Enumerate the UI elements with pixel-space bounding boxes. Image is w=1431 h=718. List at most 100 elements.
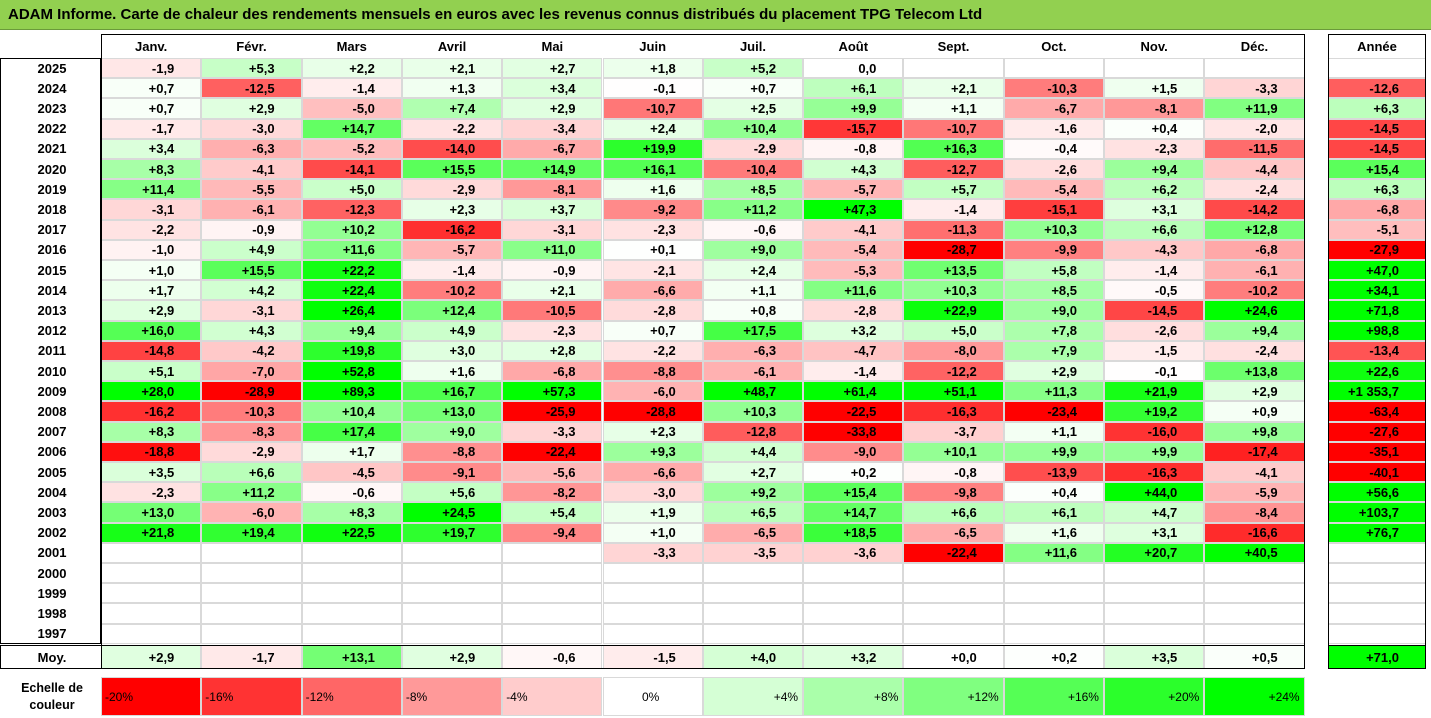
- heatmap-cell: +5,1: [101, 361, 202, 382]
- heatmap-cell: +17,5: [702, 320, 804, 341]
- heatmap-cell: -12,5: [201, 78, 302, 99]
- heatmap-cell: -1,6: [1003, 118, 1104, 139]
- average-cell: +2,9: [101, 645, 202, 669]
- heatmap-cell: -4,1: [201, 159, 302, 180]
- heatmap-cell: -9,2: [602, 199, 703, 220]
- heatmap-cell: +10,3: [702, 401, 804, 422]
- heatmap-cell: +1,7: [301, 441, 402, 462]
- heatmap-cell: [702, 623, 804, 644]
- heatmap-cell: +15,4: [803, 482, 904, 503]
- heatmap-cell: -5,2: [301, 138, 402, 159]
- heatmap-cell: [903, 603, 1004, 624]
- scale-label: Echelle de couleur: [21, 680, 83, 712]
- heatmap-cell: -14,1: [301, 159, 402, 180]
- heatmap-cell: +4,7: [1104, 502, 1205, 523]
- heatmap-cell: [301, 603, 402, 624]
- heatmap-cell: -16,0: [1104, 421, 1205, 442]
- heatmap-cell: [803, 623, 904, 644]
- annual-cell: -14,5: [1328, 118, 1426, 139]
- year-label: 2023: [37, 100, 67, 116]
- heatmap-cell: +1,0: [602, 522, 703, 543]
- heatmap-cell: -1,0: [101, 239, 202, 260]
- heatmap-cell: -0,4: [1003, 138, 1104, 159]
- heatmap-cell: -8,1: [502, 179, 603, 200]
- heatmap-cell: +2,7: [702, 462, 804, 483]
- heatmap-cell: [1104, 58, 1205, 79]
- heatmap-cell: +12,4: [401, 300, 503, 321]
- heatmap-cell: [401, 542, 503, 563]
- month-header: Sept.: [937, 38, 970, 54]
- heatmap-cell: -5,5: [201, 179, 302, 200]
- average-cell: -1,5: [602, 645, 703, 669]
- heatmap-cell: +0,7: [702, 78, 804, 99]
- heatmap-cell: -1,4: [401, 260, 503, 281]
- heatmap-cell: +11,6: [1003, 542, 1104, 563]
- annual-cell: +76,7: [1328, 522, 1426, 543]
- heatmap-cell: +11,4: [101, 179, 202, 200]
- heatmap-cell: -3,6: [803, 542, 904, 563]
- heatmap-cell: [1104, 603, 1205, 624]
- month-header: Mai: [541, 38, 564, 54]
- heatmap-cell: -3,0: [602, 482, 703, 503]
- heatmap-cell: +11,2: [201, 482, 302, 503]
- heatmap-cell: -12,8: [702, 421, 804, 442]
- heatmap-cell: -4,1: [1204, 462, 1305, 483]
- average-cell: +2,9: [401, 645, 503, 669]
- heatmap-cell: [101, 542, 202, 563]
- heatmap-cell: [803, 563, 904, 584]
- heatmap-cell: -28,7: [903, 239, 1004, 260]
- scale-swatch: +12%: [903, 677, 1004, 716]
- year-label: 2017: [37, 222, 67, 238]
- heatmap-cell: [502, 563, 603, 584]
- heatmap-cell: +9,9: [1003, 441, 1104, 462]
- heatmap-cell: -0,5: [1104, 280, 1205, 301]
- average-cell: +3,5: [1104, 645, 1205, 669]
- heatmap-cell: -0,1: [1104, 361, 1205, 382]
- heatmap-cell: +2,9: [101, 300, 202, 321]
- heatmap-cell: -6,1: [1204, 260, 1305, 281]
- year-label: 2020: [37, 161, 67, 177]
- heatmap-cell: +22,9: [903, 300, 1004, 321]
- heatmap-cell: +2,4: [602, 118, 703, 139]
- heatmap-cell: -2,3: [101, 482, 202, 503]
- heatmap-cell: [1204, 58, 1305, 79]
- heatmap-cell: [1204, 623, 1305, 644]
- scale-swatch: -12%: [301, 677, 402, 716]
- heatmap-cell: +6,6: [201, 462, 302, 483]
- heatmap-cell: [1204, 583, 1305, 604]
- heatmap-cell: +2,5: [702, 98, 804, 119]
- heatmap-cell: -6,7: [502, 138, 603, 159]
- heatmap-cell: +14,7: [301, 118, 402, 139]
- heatmap-cell: +8,3: [101, 159, 202, 180]
- heatmap-cell: [903, 58, 1004, 79]
- heatmap-cell: -1,4: [903, 199, 1004, 220]
- year-label: 2021: [37, 141, 67, 157]
- average-cell: +0,2: [1003, 645, 1104, 669]
- heatmap-cell: +7,4: [401, 98, 503, 119]
- heatmap-cell: -18,8: [101, 441, 202, 462]
- heatmap-cell: +40,5: [1204, 542, 1305, 563]
- heatmap-cell: +3,4: [101, 138, 202, 159]
- heatmap-cell: -9,9: [1003, 239, 1104, 260]
- heatmap-cell: -6,6: [602, 280, 703, 301]
- heatmap-cell: -10,7: [602, 98, 703, 119]
- heatmap-cell: -3,1: [101, 199, 202, 220]
- heatmap-cell: +0,1: [602, 239, 703, 260]
- heatmap-cell: [401, 583, 503, 604]
- heatmap-cell: -2,6: [1003, 159, 1104, 180]
- heatmap-cell: +9,3: [602, 441, 703, 462]
- heatmap-cell: +1,6: [602, 179, 703, 200]
- average-cell: +0,5: [1204, 645, 1305, 669]
- heatmap-cell: -2,2: [602, 340, 703, 361]
- year-label: 2005: [37, 464, 67, 480]
- heatmap-cell: +2,4: [702, 260, 804, 281]
- heatmap-cell: -28,9: [201, 381, 302, 402]
- heatmap-cell: +13,0: [101, 502, 202, 523]
- heatmap-cell: -9,8: [903, 482, 1004, 503]
- heatmap-cell: -0,9: [201, 219, 302, 240]
- heatmap-cell: [1104, 583, 1205, 604]
- heatmap-cell: -22,5: [803, 401, 904, 422]
- heatmap-cell: +11,2: [702, 199, 804, 220]
- heatmap-cell: +1,5: [1104, 78, 1205, 99]
- heatmap-cell: -3,3: [502, 421, 603, 442]
